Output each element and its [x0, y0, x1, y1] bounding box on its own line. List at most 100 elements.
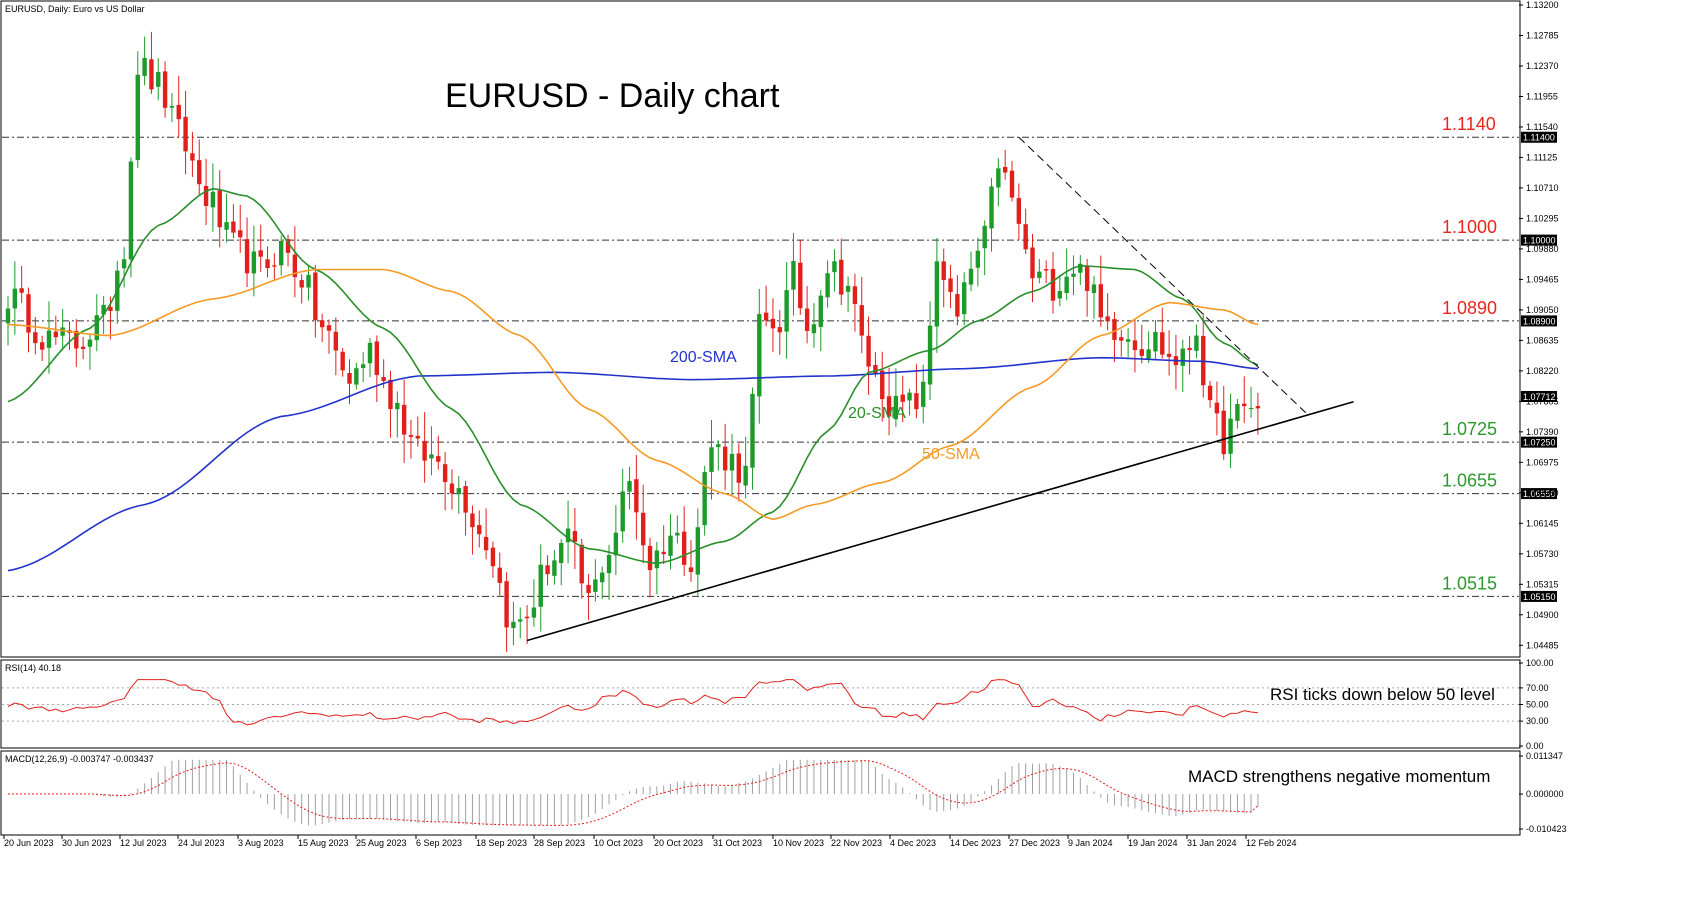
candle-body: [203, 185, 209, 207]
candle-body: [408, 435, 414, 437]
rsi-axis: 100.00 70.00 50.00 30.00 0.00: [1519, 658, 1554, 751]
candle-body: [907, 392, 912, 401]
date-tick-label: 12 Jul 2023: [120, 838, 167, 848]
candle-body: [53, 331, 59, 338]
candle-body: [968, 268, 974, 285]
date-axis: 20 Jun 2023 30 Jun 2023 12 Jul 2023 24 Jul …: [3, 835, 1297, 848]
candle-body: [1030, 247, 1035, 279]
price-tick-label: 1.05730: [1526, 549, 1559, 559]
rsi-tick-label: 30.00: [1526, 716, 1549, 726]
candle-body: [94, 315, 99, 341]
candle-body: [866, 335, 871, 367]
candle-body: [825, 273, 830, 298]
candle-body: [1207, 385, 1213, 401]
candle-body: [326, 325, 332, 331]
candle-body: [627, 481, 632, 492]
price-tick-label: 1.05315: [1526, 579, 1559, 589]
candle-body: [87, 339, 93, 347]
candle-body: [1105, 316, 1110, 322]
candle-body: [1180, 348, 1185, 366]
candle-body: [927, 325, 933, 385]
candle-body: [395, 402, 400, 410]
current-price-label: 1.07712: [1523, 392, 1556, 402]
level-price-box: [1521, 590, 1557, 602]
candle-body: [1166, 353, 1172, 357]
rsi-tick-label: 0.00: [1526, 741, 1544, 751]
candle-body: [504, 581, 509, 628]
candle-body: [244, 239, 250, 274]
candle-body: [511, 621, 516, 629]
candle-body: [360, 364, 366, 368]
candle-body: [538, 564, 543, 607]
candle-body: [586, 584, 591, 594]
rsi-tick-label: 50.00: [1526, 700, 1549, 710]
candle-body: [1255, 406, 1261, 409]
date-tick-label: 18 Sep 2023: [476, 838, 527, 848]
rsi-tick-label: 100.00: [1526, 658, 1554, 668]
candles-layer: [5, 31, 1261, 652]
level-price-box-label: 1.05150: [1523, 592, 1556, 602]
candle-body: [470, 513, 475, 528]
candle-body: [449, 483, 455, 494]
date-tick-label: 10 Nov 2023: [773, 838, 824, 848]
level-price-box: [1521, 234, 1557, 246]
rsi-header: RSI(14) 40.18: [5, 663, 61, 673]
date-tick-label: 6 Sep 2023: [416, 838, 462, 848]
price-tick-label: 1.12785: [1526, 30, 1559, 40]
candle-body: [121, 259, 127, 269]
price-tick-label: 1.11540: [1526, 122, 1558, 132]
candle-body: [1078, 263, 1083, 273]
price-axis: 1.13200 1.12785 1.12370 1.11955 1.11540 1.111…: [1519, 0, 1559, 650]
candle-body: [845, 285, 851, 292]
candle-body: [1002, 166, 1008, 173]
candle-body: [1125, 339, 1131, 342]
candle-body: [477, 525, 482, 535]
level-price-box-label: 1.07250: [1523, 438, 1556, 448]
candle-body: [415, 435, 420, 439]
candle-body: [736, 453, 742, 483]
price-tick-label: 1.12370: [1526, 61, 1559, 71]
rsi-tick-label: 70.00: [1526, 683, 1549, 693]
candle-body: [1242, 403, 1247, 407]
level-price-box: [1521, 488, 1557, 500]
candle-body: [893, 395, 899, 420]
candle-body: [442, 464, 448, 483]
candle-body: [231, 221, 236, 233]
date-tick-label: 20 Jun 2023: [4, 838, 54, 848]
price-tick-label: 1.08635: [1526, 335, 1559, 345]
candle-body: [743, 465, 748, 486]
candle-body: [955, 294, 960, 317]
candle-body: [1153, 331, 1158, 352]
candle-body: [238, 230, 243, 238]
date-tick-label: 28 Sep 2023: [534, 838, 585, 848]
candle-body: [149, 59, 154, 90]
candle-body: [661, 551, 666, 555]
price-tick-label: 1.11955: [1526, 91, 1558, 101]
chart-title: EURUSD - Daily chart: [445, 77, 780, 115]
candle-body: [654, 550, 660, 569]
sma-layer: [7, 187, 1259, 572]
candle-body: [934, 261, 940, 327]
date-tick-label: 31 Oct 2023: [713, 838, 762, 848]
candle-body: [279, 241, 284, 266]
symbol-line: EURUSD, Daily: Euro vs US Dollar: [5, 4, 145, 14]
candle-body: [1071, 273, 1076, 277]
macd-axis: 0.011347 0.000000 -0.010423: [1519, 751, 1567, 834]
candle-body: [859, 305, 864, 336]
candle-body: [306, 274, 311, 288]
level-label: 1.0725: [1442, 419, 1497, 439]
level-label: 1.0515: [1442, 573, 1497, 593]
rsi-line: [7, 679, 1258, 726]
candle-body: [524, 616, 530, 619]
level-price-box: [1521, 131, 1557, 143]
macd-layer: [8, 759, 1259, 826]
price-tick-label: 1.09465: [1526, 274, 1559, 284]
price-tick-label: 1.11125: [1526, 152, 1557, 162]
candle-body: [531, 607, 537, 618]
date-tick-label: 20 Oct 2023: [654, 838, 703, 848]
candle-body: [1043, 269, 1049, 271]
candle-body: [299, 280, 304, 288]
candle-body: [1084, 265, 1090, 291]
candle-body: [695, 527, 701, 575]
